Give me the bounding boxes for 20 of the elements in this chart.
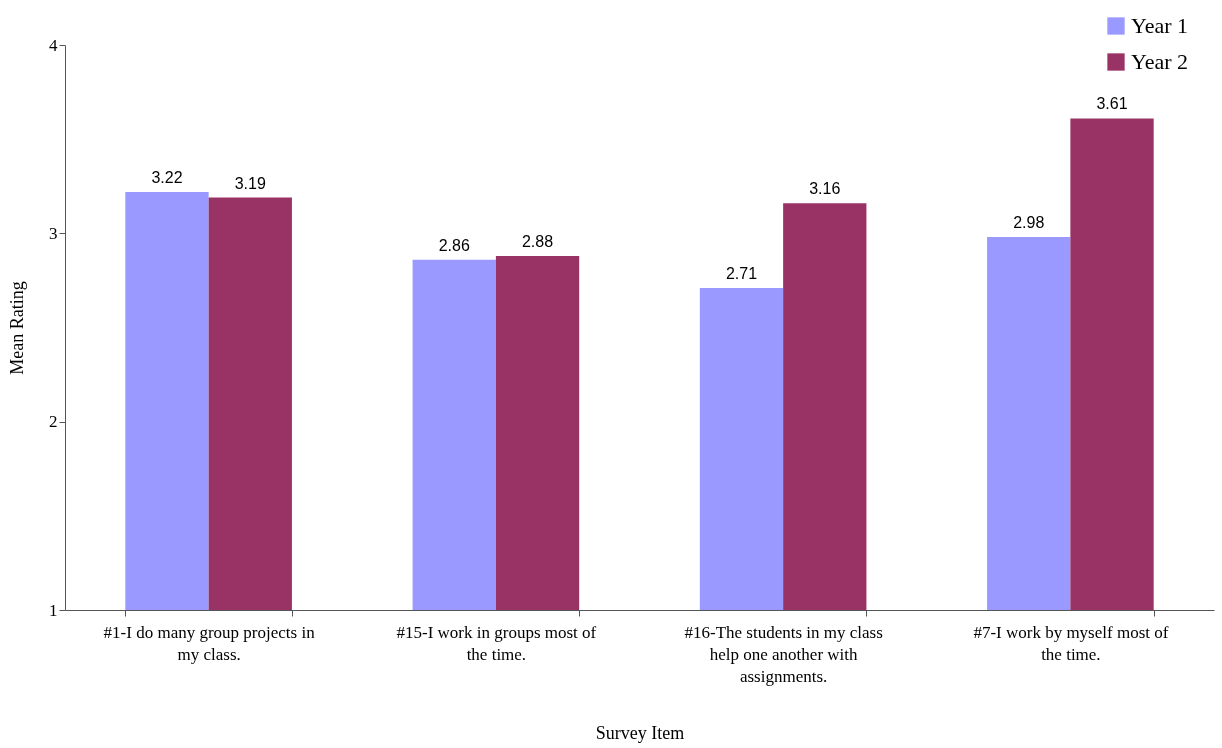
data-label: 3.61 [1096, 95, 1128, 113]
data-label: 2.98 [1013, 214, 1045, 232]
legend-label: Year 2 [1131, 49, 1189, 74]
x-tick-label: #7-I work by myself most of the time. [973, 622, 1169, 664]
y-tick-label: 1 [49, 600, 58, 620]
data-label: 3.16 [809, 180, 841, 198]
y-axis-title: Mean Rating [7, 281, 27, 375]
data-label: 3.22 [151, 168, 183, 186]
data-label: 2.71 [725, 264, 758, 282]
legend-label: Year 1 [1131, 13, 1189, 38]
data-label: 3.19 [234, 174, 266, 192]
x-tick-label: #15-I work in groups most of the time. [396, 622, 597, 664]
x-tick-label: #1-I do many group projects in my class. [103, 622, 316, 664]
y-tick-label: 4 [49, 35, 58, 55]
data-label: 2.86 [438, 236, 470, 254]
data-label: 2.88 [521, 232, 554, 250]
y-tick-label: 3 [49, 223, 58, 243]
x-axis-title: Survey Item [595, 722, 685, 743]
y-tick-label: 2 [49, 412, 58, 432]
x-tick-label: #16-The students in my class help one another with assignments. [684, 622, 883, 686]
